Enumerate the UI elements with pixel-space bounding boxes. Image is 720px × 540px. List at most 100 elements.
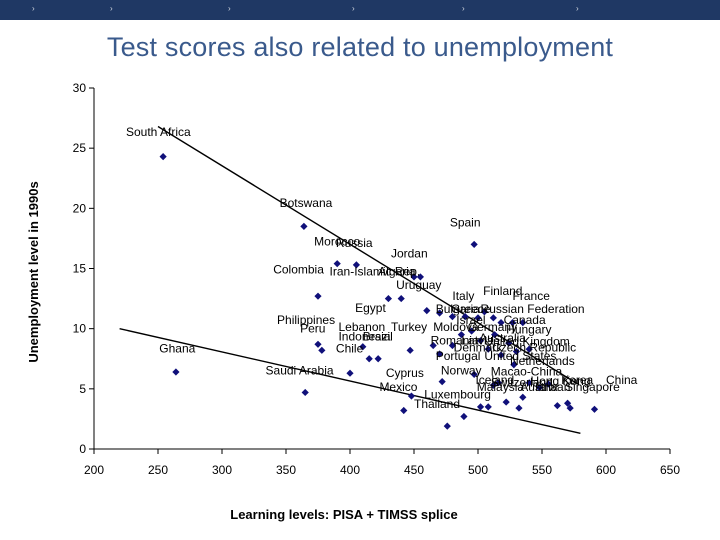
data-point — [172, 368, 180, 376]
point-label: Moldova — [433, 320, 479, 334]
point-label: United Kingdom — [484, 335, 569, 349]
data-point — [400, 406, 408, 415]
top-bar-tick: › — [228, 4, 231, 13]
data-point — [476, 337, 485, 345]
data-point — [461, 313, 469, 321]
data-point — [460, 412, 468, 421]
data-point — [352, 261, 360, 269]
data-point — [416, 273, 424, 281]
data-point — [443, 422, 451, 430]
x-tick-label: 600 — [596, 463, 616, 477]
data-point — [407, 392, 416, 400]
data-point — [410, 273, 418, 281]
point-label: Botswana — [280, 196, 333, 210]
data-point — [494, 379, 503, 387]
data-point — [505, 339, 513, 347]
data-point — [470, 240, 478, 249]
data-point — [448, 341, 456, 350]
x-tick-label: 450 — [404, 463, 424, 477]
data-point — [512, 347, 520, 356]
data-point — [508, 319, 517, 327]
data-point — [374, 355, 382, 363]
data-point — [406, 346, 414, 354]
data-point — [397, 294, 405, 303]
point-label: Hungary — [506, 322, 551, 336]
data-point — [489, 381, 497, 389]
point-label: Macao-China — [491, 365, 563, 379]
point-label: Bulgaria — [436, 302, 480, 316]
data-point — [590, 405, 599, 413]
point-label: Hong Kong — [530, 374, 590, 388]
point-label: Luxembourg — [424, 387, 491, 401]
data-point — [457, 331, 465, 339]
data-point — [510, 361, 518, 369]
top-bar-tick: › — [576, 4, 579, 13]
point-label: Saudi Arabia — [266, 363, 334, 377]
point-label: France — [513, 289, 551, 303]
point-label: United States — [484, 349, 556, 363]
y-tick-label: 5 — [79, 382, 86, 396]
point-label: Uruguay — [396, 278, 441, 292]
point-label: Singapore — [565, 380, 620, 394]
point-label: Finland — [483, 284, 522, 298]
y-axis-label: Unemployment level in 1990s — [26, 181, 41, 362]
top-bar-tick: › — [462, 4, 465, 13]
y-tick-label: 15 — [73, 262, 87, 276]
data-points — [159, 152, 599, 430]
data-point — [448, 313, 456, 321]
point-label: Portugal — [436, 349, 481, 363]
data-point — [365, 355, 373, 363]
point-label: Netherlands — [510, 354, 575, 368]
data-point — [484, 345, 492, 353]
point-label: Switzerland — [491, 375, 553, 389]
data-point — [519, 319, 527, 327]
x-tick-label: 350 — [276, 463, 296, 477]
point-label: Austria — [520, 380, 558, 394]
data-point — [300, 222, 308, 230]
chart-axes: 200 250 300 350 400 450 500 550 600 650 0 5 10 15 20 25… — [73, 81, 681, 477]
point-label: Czech Republic — [492, 341, 576, 355]
data-point — [384, 294, 392, 303]
point-label: Germany — [468, 320, 517, 334]
data-point — [314, 292, 322, 300]
data-point — [491, 331, 499, 339]
x-tick-label: 300 — [212, 463, 232, 477]
point-label: Italy — [452, 289, 474, 303]
point-label: Denmark — [454, 341, 504, 355]
point-label: Lebanon — [338, 320, 385, 334]
data-point — [544, 380, 552, 388]
slide-title: Test scores also related to unemployment — [106, 32, 614, 62]
data-point — [497, 351, 505, 359]
data-point — [476, 403, 485, 411]
top-bar-tick: › — [352, 4, 355, 13]
y-tick-label: 30 — [73, 81, 87, 95]
data-point — [333, 260, 341, 268]
point-label: Ghana — [159, 342, 195, 356]
data-point — [314, 340, 322, 348]
point-label: Spain — [450, 215, 481, 229]
point-label: China — [606, 373, 638, 387]
top-bar-tick: › — [32, 4, 35, 13]
point-label: Egypt — [355, 301, 386, 315]
data-point — [468, 327, 476, 335]
point-label: Korea — [561, 373, 593, 387]
data-point — [474, 314, 482, 322]
data-point — [436, 350, 444, 358]
point-label: Chile — [336, 342, 364, 356]
point-label: Iceland — [475, 373, 514, 387]
point-label: Colombia — [273, 262, 324, 276]
data-point — [525, 345, 533, 353]
point-label: Taiwan — [533, 380, 570, 394]
point-label: Australia — [479, 331, 526, 345]
point-label: Algeria — [378, 265, 416, 279]
data-point — [489, 314, 497, 322]
data-point — [318, 346, 326, 354]
data-point — [502, 398, 510, 406]
data-point — [480, 308, 488, 316]
x-tick-label: 400 — [340, 463, 360, 477]
data-point — [566, 404, 574, 412]
point-label: Iran-Islamic Rep. — [330, 265, 421, 279]
data-point — [346, 369, 354, 377]
